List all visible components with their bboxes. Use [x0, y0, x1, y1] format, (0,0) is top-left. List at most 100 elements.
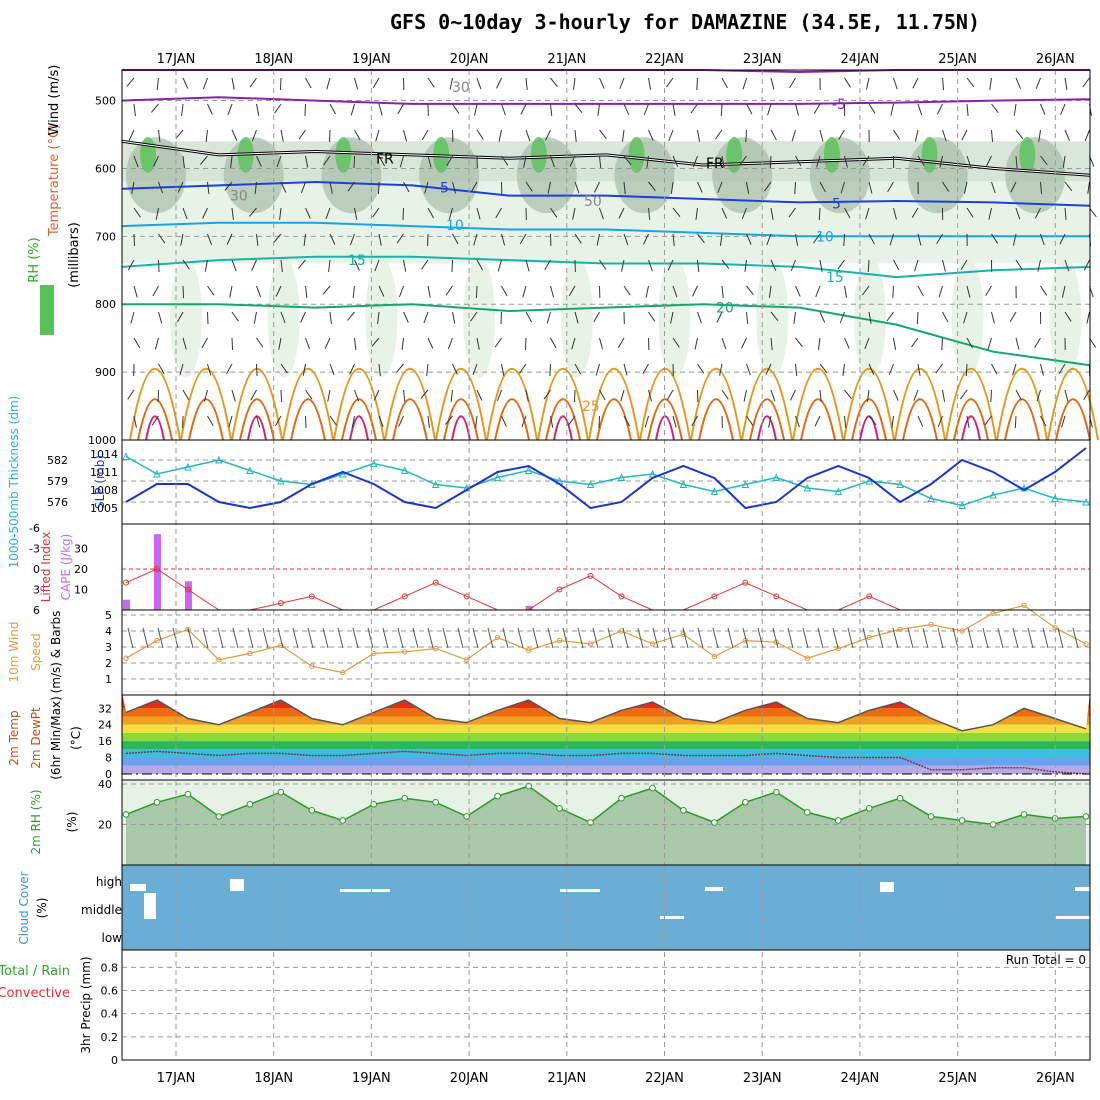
wind10m-point: [494, 634, 501, 641]
isotherm-label: 5: [440, 180, 449, 196]
wind-barb: [719, 363, 723, 376]
lifted-index-point: [308, 593, 315, 600]
wind-barb: [842, 363, 845, 376]
wind-barb: [888, 363, 894, 376]
cape-bar: [525, 605, 533, 610]
wind10m-barb: [907, 627, 914, 649]
wind-barb: [522, 285, 527, 298]
isotherm-30: [1004, 398, 1040, 441]
wind-barb: [354, 77, 359, 90]
wind-barb: [672, 207, 681, 217]
wind-barb: [597, 103, 600, 116]
wind-barb: [963, 311, 968, 324]
rh2m-point: [432, 798, 439, 806]
wind-barb: [767, 103, 772, 116]
thickness-point: [617, 473, 626, 481]
wind-barb: [256, 337, 264, 348]
wind-barb: [497, 259, 502, 272]
wind-barb: [322, 285, 331, 295]
wind10m-barb: [337, 627, 344, 649]
wind-barb: [303, 233, 306, 246]
wind-barb: [599, 337, 604, 350]
precip-axis-label: 3hr Precip (mm): [79, 956, 93, 1053]
wind-barb: [739, 155, 747, 166]
wind-barb: [131, 181, 135, 194]
wind-barb: [550, 103, 553, 116]
wind10m-point: [123, 655, 129, 661]
wind-barb: [305, 285, 308, 298]
wind-barb: [568, 415, 576, 426]
wind-barb: [520, 103, 527, 115]
wind-barb: [350, 103, 355, 116]
wind-barb: [501, 363, 505, 376]
wind10m-barb: [157, 627, 164, 649]
temp-band: [122, 724, 1090, 733]
wind-barb: [476, 389, 483, 401]
wind-barb: [329, 181, 333, 194]
isotherm-label: -5: [832, 97, 846, 113]
wind-barb: [594, 181, 600, 193]
wind10m-barb: [757, 627, 764, 649]
wind-barb: [323, 155, 331, 166]
wind-barb: [623, 103, 630, 115]
wind-barb: [668, 129, 674, 142]
wind-barb: [892, 285, 894, 298]
wind-barb: [543, 389, 551, 400]
wind-barb: [936, 233, 943, 244]
lifted-index-point: [866, 593, 873, 600]
wind-barb: [451, 259, 453, 273]
thickness-point: [958, 501, 966, 509]
rh2m-units-label: (%): [65, 812, 79, 833]
wind-barb: [498, 129, 502, 142]
isotherm-30: [596, 398, 632, 441]
wind-barb: [917, 103, 923, 116]
wind-barb: [889, 233, 894, 246]
wind-barb: [1015, 337, 1020, 350]
wind-barb: [305, 389, 313, 400]
cloud-cover-block: [880, 882, 894, 892]
wind-barb: [476, 259, 484, 271]
wind-barb: [202, 77, 208, 90]
date-label-bottom: 19JAN: [352, 1071, 391, 1086]
wind10m-barb: [487, 627, 494, 649]
wind-barb: [1082, 77, 1090, 88]
wind-barb: [795, 415, 800, 428]
wind-barb: [1059, 233, 1066, 245]
slp-series-line: [125, 447, 1087, 510]
isotherm-30: [698, 398, 734, 441]
wind-barb: [697, 181, 703, 193]
wind-barb: [327, 389, 331, 402]
rh-legend-swatch: [40, 285, 54, 335]
wind-barb: [646, 155, 649, 168]
lifted-index-point: [711, 593, 718, 600]
wind-barb: [151, 415, 159, 426]
wind-barb: [1084, 129, 1090, 141]
wind-barb: [474, 103, 478, 116]
thickness-point: [338, 469, 347, 478]
wind10m-barb: [142, 627, 149, 649]
wind-barb: [349, 233, 355, 246]
isotherm-30: [902, 398, 938, 441]
cloud-cover-block: [705, 887, 723, 891]
wind-barb: [231, 337, 234, 351]
dewpt2m-line: [125, 750, 1087, 775]
wind10m-barb: [967, 627, 974, 649]
wind-barb: [960, 389, 968, 400]
wind-barb: [868, 233, 875, 245]
wind-barb: [746, 311, 749, 324]
rh2m-point: [1082, 813, 1090, 820]
isotherm-25: [945, 368, 997, 441]
wind-barb: [618, 207, 625, 219]
date-label-top: 26JAN: [1036, 52, 1075, 67]
isotherm-label: 25: [582, 399, 600, 415]
rh2m-point: [184, 790, 192, 798]
wind-barb: [721, 337, 727, 350]
wind-barb: [326, 77, 331, 90]
cloud-cover-block: [560, 889, 600, 892]
wind-barb: [942, 311, 949, 323]
pressure-tick-label: 600: [95, 162, 116, 175]
wind10m-barb: [997, 627, 1004, 649]
wind-barb: [182, 207, 188, 220]
wind10m-point: [278, 642, 284, 649]
temp-band: [122, 765, 1090, 774]
